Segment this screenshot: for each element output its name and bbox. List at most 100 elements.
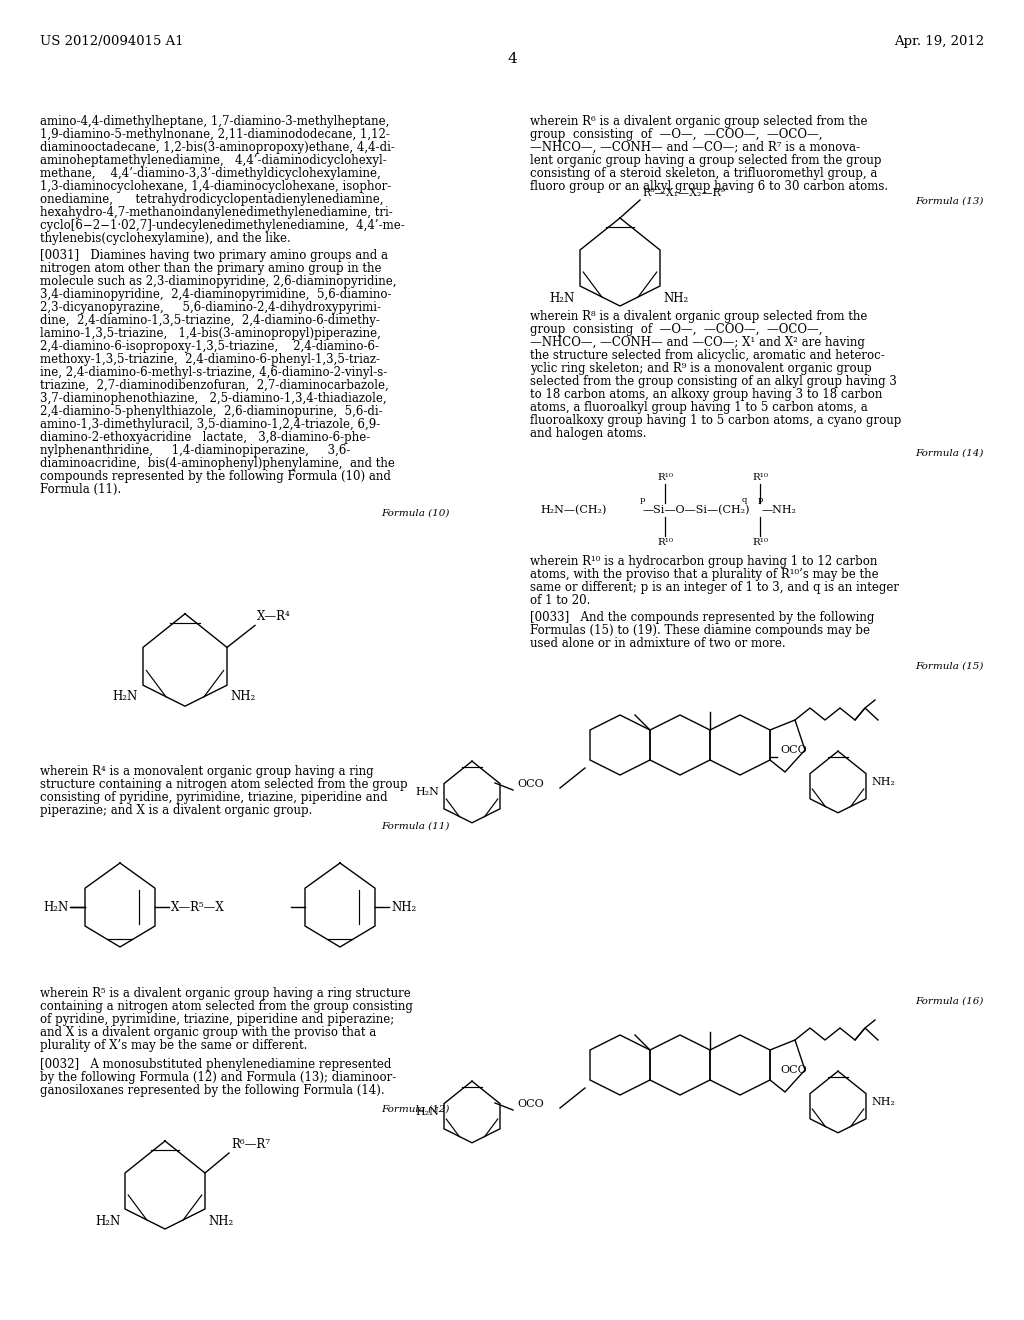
Text: OCO: OCO: [780, 1065, 807, 1074]
Text: atoms, a fluoroalkyl group having 1 to 5 carbon atoms, a: atoms, a fluoroalkyl group having 1 to 5…: [530, 401, 867, 414]
Text: methane,    4,4’-diamino-3,3’-dimethyldicyclohexylamine,: methane, 4,4’-diamino-3,3’-dimethyldicyc…: [40, 168, 381, 180]
Text: wherein R⁴ is a monovalent organic group having a ring: wherein R⁴ is a monovalent organic group…: [40, 766, 374, 777]
Text: group  consisting  of  —O—,  —COO—,  —OCO—,: group consisting of —O—, —COO—, —OCO—,: [530, 128, 822, 141]
Text: [0032]   A monosubstituted phenylenediamine represented: [0032] A monosubstituted phenylenediamin…: [40, 1059, 391, 1071]
Text: Formula (11).: Formula (11).: [40, 483, 121, 496]
Text: 1,3-diaminocyclohexane, 1,4-diaminocyclohexane, isophor-: 1,3-diaminocyclohexane, 1,4-diaminocyclo…: [40, 180, 391, 193]
Text: by the following Formula (12) and Formula (13); diaminoor-: by the following Formula (12) and Formul…: [40, 1071, 396, 1084]
Text: to 18 carbon atoms, an alkoxy group having 3 to 18 carbon: to 18 carbon atoms, an alkoxy group havi…: [530, 388, 883, 401]
Text: Formula (16): Formula (16): [915, 997, 984, 1006]
Text: wherein R⁵ is a divalent organic group having a ring structure: wherein R⁵ is a divalent organic group h…: [40, 987, 411, 1001]
Text: Apr. 19, 2012: Apr. 19, 2012: [894, 36, 984, 48]
Text: amino-1,3-dimethyluracil, 3,5-diamino-1,2,4-triazole, 6,9-: amino-1,3-dimethyluracil, 3,5-diamino-1,…: [40, 418, 380, 432]
Text: Formula (13): Formula (13): [915, 197, 984, 206]
Text: ine, 2,4-diamino-6-methyl-s-triazine, 4,6-diamino-2-vinyl-s-: ine, 2,4-diamino-6-methyl-s-triazine, 4,…: [40, 366, 387, 379]
Text: yclic ring skeleton; and R⁹ is a monovalent organic group: yclic ring skeleton; and R⁹ is a monoval…: [530, 362, 871, 375]
Text: triazine,  2,7-diaminodibenzofuran,  2,7-diaminocarbazole,: triazine, 2,7-diaminodibenzofuran, 2,7-d…: [40, 379, 389, 392]
Text: cyclo[6−2−1·02,7]-undecylenedimethylenediamine,  4,4’-me-: cyclo[6−2−1·02,7]-undecylenedimethylened…: [40, 219, 404, 232]
Text: Formula (15): Formula (15): [915, 663, 984, 671]
Text: NH₂: NH₂: [871, 777, 895, 787]
Text: diamino-2-ethoxyacridine   lactate,   3,8-diamino-6-phe-: diamino-2-ethoxyacridine lactate, 3,8-di…: [40, 432, 371, 444]
Text: R⁸—X₁—X₂—R⁹: R⁸—X₁—X₂—R⁹: [642, 187, 725, 198]
Text: OCO: OCO: [517, 779, 544, 789]
Text: wherein R⁶ is a divalent organic group selected from the: wherein R⁶ is a divalent organic group s…: [530, 115, 867, 128]
Text: Formula (10): Formula (10): [382, 510, 450, 517]
Text: R⁶—R⁷: R⁶—R⁷: [231, 1138, 270, 1151]
Text: of 1 to 20.: of 1 to 20.: [530, 594, 591, 607]
Text: 2,4-diamino-5-phenylthiazole,  2,6-diaminopurine,  5,6-di-: 2,4-diamino-5-phenylthiazole, 2,6-diamin…: [40, 405, 383, 418]
Text: containing a nitrogen atom selected from the group consisting: containing a nitrogen atom selected from…: [40, 1001, 413, 1012]
Text: 4: 4: [507, 51, 517, 66]
Text: amino-4,4-dimethylheptane, 1,7-diamino-3-methylheptane,: amino-4,4-dimethylheptane, 1,7-diamino-3…: [40, 115, 389, 128]
Text: methoxy-1,3,5-triazine,  2,4-diamino-6-phenyl-1,3,5-triaz-: methoxy-1,3,5-triazine, 2,4-diamino-6-ph…: [40, 352, 380, 366]
Text: H₂N: H₂N: [550, 292, 575, 305]
Text: 2,3-dicyanopyrazine,     5,6-diamino-2,4-dihydroxypyrimi-: 2,3-dicyanopyrazine, 5,6-diamino-2,4-dih…: [40, 301, 381, 314]
Text: H₂N: H₂N: [113, 690, 138, 704]
Text: same or different; p is an integer of 1 to 3, and q is an integer: same or different; p is an integer of 1 …: [530, 581, 899, 594]
Text: p: p: [758, 496, 763, 504]
Text: R¹⁰: R¹⁰: [752, 539, 768, 546]
Text: H₂N: H₂N: [44, 900, 69, 913]
Text: and X is a divalent organic group with the proviso that a: and X is a divalent organic group with t…: [40, 1026, 376, 1039]
Text: and halogen atoms.: and halogen atoms.: [530, 426, 646, 440]
Text: q: q: [742, 496, 748, 504]
Text: 2,4-diamino-6-isopropoxy-1,3,5-triazine,    2,4-diamino-6-: 2,4-diamino-6-isopropoxy-1,3,5-triazine,…: [40, 341, 379, 352]
Text: NH₂: NH₂: [230, 690, 255, 704]
Text: molecule such as 2,3-diaminopyridine, 2,6-diaminopyridine,: molecule such as 2,3-diaminopyridine, 2,…: [40, 275, 396, 288]
Text: atoms, with the proviso that a plurality of R¹⁰’s may be the: atoms, with the proviso that a plurality…: [530, 568, 879, 581]
Text: —NHCO—, —CONH— and —CO—; X¹ and X² are having: —NHCO—, —CONH— and —CO—; X¹ and X² are h…: [530, 337, 865, 348]
Text: [0033]   And the compounds represented by the following: [0033] And the compounds represented by …: [530, 611, 874, 624]
Text: consisting of a steroid skeleton, a trifluoromethyl group, a: consisting of a steroid skeleton, a trif…: [530, 168, 878, 180]
Text: structure containing a nitrogen atom selected from the group: structure containing a nitrogen atom sel…: [40, 777, 408, 791]
Text: [0031]   Diamines having two primary amino groups and a: [0031] Diamines having two primary amino…: [40, 249, 388, 261]
Text: plurality of X’s may be the same or different.: plurality of X’s may be the same or diff…: [40, 1039, 307, 1052]
Text: wherein R¹⁰ is a hydrocarbon group having 1 to 12 carbon: wherein R¹⁰ is a hydrocarbon group havin…: [530, 554, 878, 568]
Text: nitrogen atom other than the primary amino group in the: nitrogen atom other than the primary ami…: [40, 261, 382, 275]
Text: H₂N: H₂N: [415, 1107, 439, 1117]
Text: H₂N: H₂N: [96, 1214, 121, 1228]
Text: 3,4-diaminopyridine,  2,4-diaminopyrimidine,  5,6-diamino-: 3,4-diaminopyridine, 2,4-diaminopyrimidi…: [40, 288, 391, 301]
Text: US 2012/0094015 A1: US 2012/0094015 A1: [40, 36, 183, 48]
Text: of pyridine, pyrimidine, triazine, piperidine and piperazine;: of pyridine, pyrimidine, triazine, piper…: [40, 1012, 394, 1026]
Text: nylphenanthridine,     1,4-diaminopiperazine,     3,6-: nylphenanthridine, 1,4-diaminopiperazine…: [40, 444, 350, 457]
Text: wherein R⁸ is a divalent organic group selected from the: wherein R⁸ is a divalent organic group s…: [530, 310, 867, 323]
Text: OCO: OCO: [780, 744, 807, 755]
Text: R¹⁰: R¹⁰: [657, 473, 673, 482]
Text: used alone or in admixture of two or more.: used alone or in admixture of two or mor…: [530, 638, 785, 649]
Text: p: p: [640, 496, 645, 504]
Text: X—R⁵—X: X—R⁵—X: [171, 900, 224, 913]
Text: 3,7-diaminophenothiazine,   2,5-diamino-1,3,4-thiadiazole,: 3,7-diaminophenothiazine, 2,5-diamino-1,…: [40, 392, 387, 405]
Text: Formula (14): Formula (14): [915, 449, 984, 458]
Text: NH₂: NH₂: [871, 1097, 895, 1107]
Text: thylenebis(cyclohexylamine), and the like.: thylenebis(cyclohexylamine), and the lik…: [40, 232, 291, 246]
Text: fluoro group or an alkyl group having 6 to 30 carbon atoms.: fluoro group or an alkyl group having 6 …: [530, 180, 888, 193]
Text: —NH₂: —NH₂: [762, 506, 797, 515]
Text: Formula (11): Formula (11): [382, 822, 450, 832]
Text: R¹⁰: R¹⁰: [657, 539, 673, 546]
Text: OCO: OCO: [517, 1100, 544, 1109]
Text: diaminooctadecane, 1,2-bis(3-aminopropoxy)ethane, 4,4-di-: diaminooctadecane, 1,2-bis(3-aminopropox…: [40, 141, 395, 154]
Text: X—R⁴: X—R⁴: [257, 610, 291, 623]
Text: NH₂: NH₂: [391, 900, 416, 913]
Text: R¹⁰: R¹⁰: [752, 473, 768, 482]
Text: hexahydro-4,7-methanoindanylenedimethylenediamine, tri-: hexahydro-4,7-methanoindanylenedimethyle…: [40, 206, 393, 219]
Text: selected from the group consisting of an alkyl group having 3: selected from the group consisting of an…: [530, 375, 897, 388]
Text: fluoroalkoxy group having 1 to 5 carbon atoms, a cyano group: fluoroalkoxy group having 1 to 5 carbon …: [530, 414, 901, 426]
Text: 1,9-diamino-5-methylnonane, 2,11-diaminododecane, 1,12-: 1,9-diamino-5-methylnonane, 2,11-diamino…: [40, 128, 390, 141]
Text: NH₂: NH₂: [208, 1214, 233, 1228]
Text: H₂N—(CH₂): H₂N—(CH₂): [540, 504, 606, 515]
Text: NH₂: NH₂: [663, 292, 688, 305]
Text: —NHCO—, —CONH— and —CO—; and R⁷ is a monova-: —NHCO—, —CONH— and —CO—; and R⁷ is a mon…: [530, 141, 860, 154]
Text: piperazine; and X is a divalent organic group.: piperazine; and X is a divalent organic …: [40, 804, 312, 817]
Text: compounds represented by the following Formula (10) and: compounds represented by the following F…: [40, 470, 391, 483]
Text: dine,  2,4-diamino-1,3,5-triazine,  2,4-diamino-6-dimethy-: dine, 2,4-diamino-1,3,5-triazine, 2,4-di…: [40, 314, 380, 327]
Text: ganosiloxanes represented by the following Formula (14).: ganosiloxanes represented by the followi…: [40, 1084, 385, 1097]
Text: lamino-1,3,5-triazine,   1,4-bis(3-aminopropyl)piperazine,: lamino-1,3,5-triazine, 1,4-bis(3-aminopr…: [40, 327, 381, 341]
Text: the structure selected from alicyclic, aromatic and heteroc-: the structure selected from alicyclic, a…: [530, 348, 885, 362]
Text: H₂N: H₂N: [415, 787, 439, 797]
Text: aminoheptamethylenediamine,   4,4’-diaminodicyclohexyl-: aminoheptamethylenediamine, 4,4’-diamino…: [40, 154, 387, 168]
Text: Formulas (15) to (19). These diamine compounds may be: Formulas (15) to (19). These diamine com…: [530, 624, 870, 638]
Text: diaminoacridine,  bis(4-aminophenyl)phenylamine,  and the: diaminoacridine, bis(4-aminophenyl)pheny…: [40, 457, 395, 470]
Text: —Si—O—Si—(CH₂): —Si—O—Si—(CH₂): [643, 504, 751, 515]
Text: onediamine,      tetrahydrodicyclopentadienylenediamine,: onediamine, tetrahydrodicyclopentadienyl…: [40, 193, 384, 206]
